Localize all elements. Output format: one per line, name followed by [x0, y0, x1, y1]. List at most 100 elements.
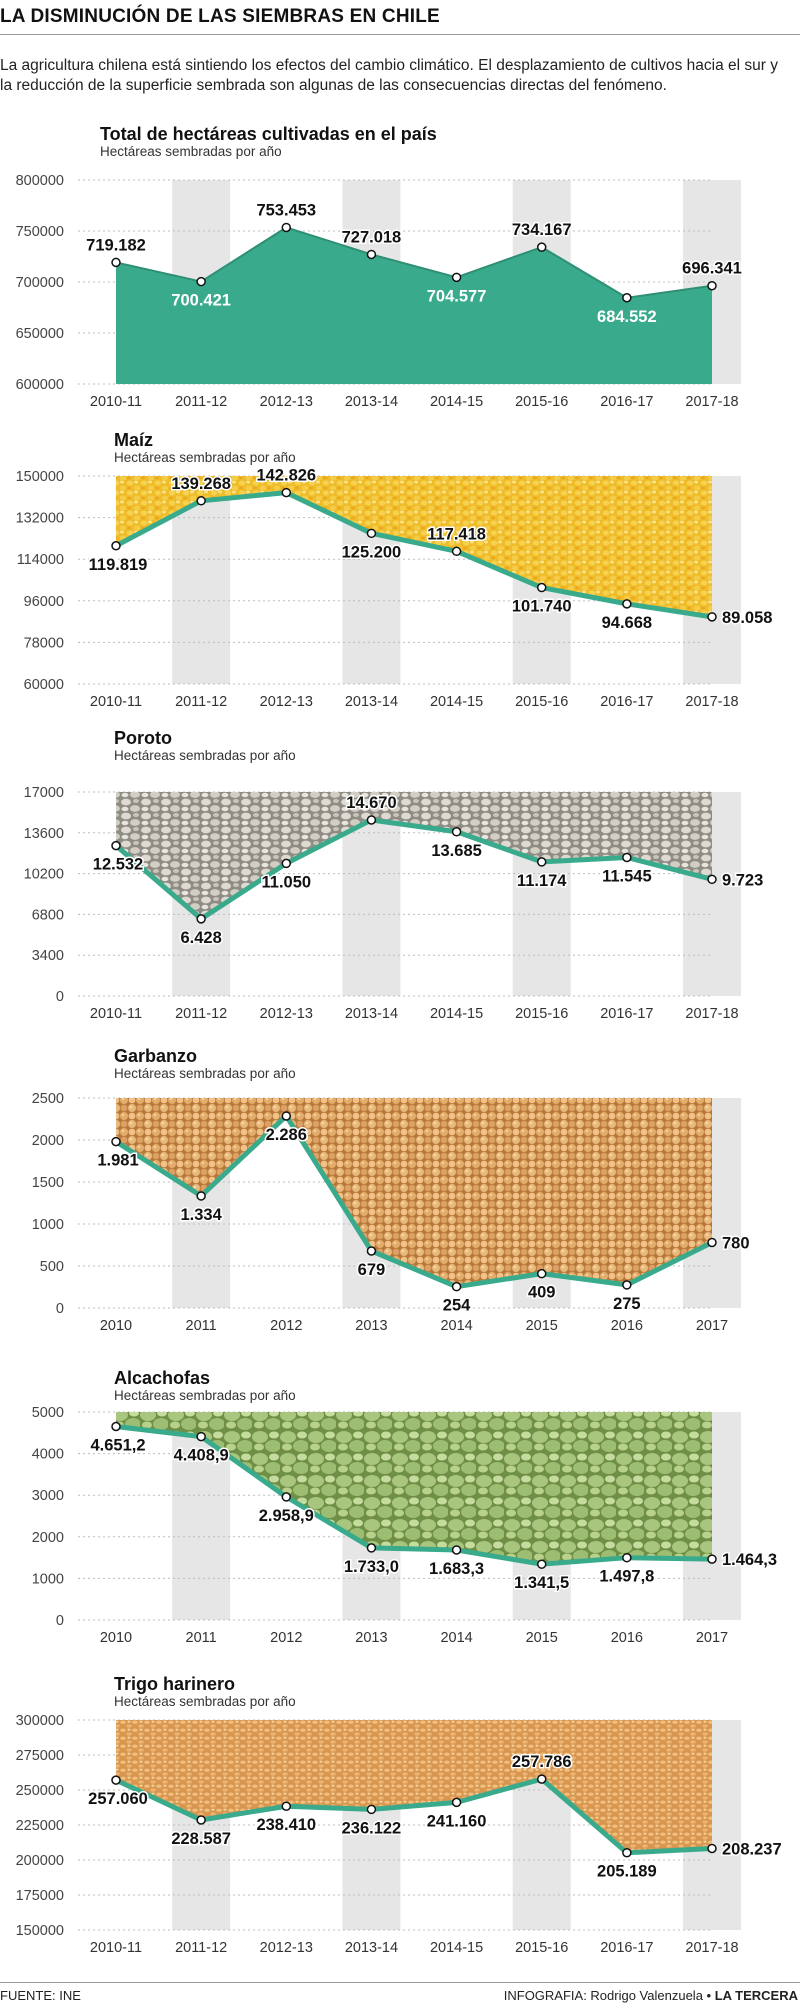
chart-subtitle: Hectáreas sembradas por año	[114, 450, 296, 465]
x-tick-label: 2013	[355, 1630, 387, 1646]
y-tick-label: 5000	[32, 1405, 64, 1421]
x-tick-label: 2017	[696, 1630, 728, 1646]
y-tick-label: 60000	[24, 677, 64, 693]
y-tick-label: 800000	[16, 173, 64, 189]
x-tick-label: 2017-18	[685, 1940, 738, 1956]
series-line	[115, 1424, 713, 1567]
data-label: 119.819	[89, 556, 148, 574]
data-label: 719.182	[86, 236, 146, 254]
chart-subtitle: Hectáreas sembradas por año	[114, 1066, 296, 1081]
data-point	[707, 874, 717, 885]
data-point	[281, 858, 292, 869]
data-label: 208.237	[722, 1840, 782, 1858]
x-tick-label: 2017	[696, 1318, 728, 1334]
data-label: 13.685	[431, 842, 481, 860]
chart-title: Total de hectáreas cultivadas en el país	[100, 124, 437, 144]
data-point	[196, 1431, 206, 1442]
title-divider	[0, 34, 800, 35]
y-tick-label: 96000	[24, 594, 64, 610]
data-point	[536, 242, 547, 252]
data-point	[111, 1136, 121, 1147]
data-label: 236.122	[342, 1819, 402, 1837]
x-tick-label: 2013	[355, 1318, 387, 1334]
data-label: 275	[613, 1295, 641, 1313]
data-point	[366, 528, 377, 539]
x-tick-label: 2011	[186, 1630, 217, 1646]
x-tick-label: 2012	[270, 1318, 302, 1334]
x-tick-label: 2014-15	[430, 694, 483, 710]
x-tick-label: 2011-12	[175, 1006, 227, 1022]
x-tick-label: 2011-12	[175, 694, 227, 710]
x-tick-label: 2012-13	[260, 394, 313, 410]
x-tick-label: 2015	[526, 1318, 558, 1334]
data-point	[451, 272, 462, 283]
data-point	[622, 852, 632, 863]
x-tick-label: 2015-16	[515, 394, 568, 410]
data-point	[622, 599, 632, 609]
texture-fill	[116, 1098, 712, 1287]
chart-subtitle: Hectáreas sembradas por año	[100, 144, 282, 159]
page-title: LA DISMINUCIÓN DE LAS SIEMBRAS EN CHILE	[0, 6, 440, 27]
data-label: 1.733,0	[344, 1558, 399, 1576]
x-tick-label: 2013-14	[345, 394, 398, 410]
data-label: 704.577	[427, 287, 487, 305]
data-point	[536, 1774, 547, 1784]
y-tick-label: 2000	[32, 1530, 64, 1546]
series-line	[114, 817, 713, 922]
data-point	[451, 546, 462, 557]
data-label: 4.651,2	[90, 1437, 145, 1455]
x-tick-label: 2014	[440, 1630, 472, 1646]
data-point	[366, 1246, 377, 1256]
y-tick-label: 250000	[16, 1783, 64, 1799]
chart-total: Total de hectáreas cultivadas en el país…	[16, 124, 744, 410]
x-tick-label: 2016	[611, 1630, 643, 1646]
data-label: 2.286	[266, 1126, 307, 1144]
y-tick-label: 0	[56, 1613, 64, 1629]
data-label: 94.668	[602, 614, 652, 632]
data-label: 117.418	[427, 525, 486, 543]
x-tick-label: 2012-13	[260, 1940, 313, 1956]
data-point	[366, 1804, 377, 1815]
data-label: 228.587	[171, 1830, 231, 1848]
chart-subtitle: Hectáreas sembradas por año	[114, 1388, 296, 1403]
y-tick-label: 0	[56, 989, 64, 1005]
data-label: 679	[358, 1261, 386, 1279]
data-label: 780	[722, 1234, 750, 1252]
data-point	[707, 612, 717, 622]
x-tick-label: 2013-14	[345, 1006, 398, 1022]
data-point	[536, 1268, 547, 1279]
x-tick-label: 2015-16	[515, 1940, 568, 1956]
x-tick-label: 2010-11	[90, 394, 142, 410]
credit-note: INFOGRAFIA: Rodrigo Valenzuela • LA TERC…	[504, 1988, 798, 2003]
data-label: 11.545	[602, 867, 652, 885]
data-label: 257.786	[512, 1753, 572, 1771]
y-tick-label: 6800	[32, 907, 64, 923]
x-tick-label: 2017-18	[685, 394, 738, 410]
x-tick-label: 2015-16	[515, 694, 568, 710]
data-point	[366, 1543, 377, 1553]
data-point	[281, 1801, 292, 1811]
y-tick-label: 175000	[16, 1888, 64, 1904]
data-point	[451, 827, 462, 837]
x-tick-label: 2013-14	[345, 694, 398, 710]
y-tick-label: 275000	[16, 1748, 64, 1764]
data-label: 257.060	[88, 1790, 148, 1808]
series-line	[115, 226, 713, 299]
data-point	[536, 857, 547, 867]
data-point	[451, 1797, 462, 1808]
data-point	[366, 815, 377, 825]
data-point	[111, 541, 121, 551]
data-label: 1.683,3	[429, 1560, 484, 1578]
data-point	[196, 1815, 206, 1825]
x-tick-label: 2015	[526, 1630, 558, 1646]
data-point	[622, 293, 632, 303]
source-note: FUENTE: INE	[0, 1988, 81, 2003]
x-tick-label: 2015-16	[515, 1006, 568, 1022]
data-label: 254	[443, 1297, 471, 1315]
y-tick-label: 0	[56, 1301, 64, 1317]
y-tick-label: 500	[40, 1259, 64, 1275]
chart-title: Maíz	[114, 430, 153, 450]
